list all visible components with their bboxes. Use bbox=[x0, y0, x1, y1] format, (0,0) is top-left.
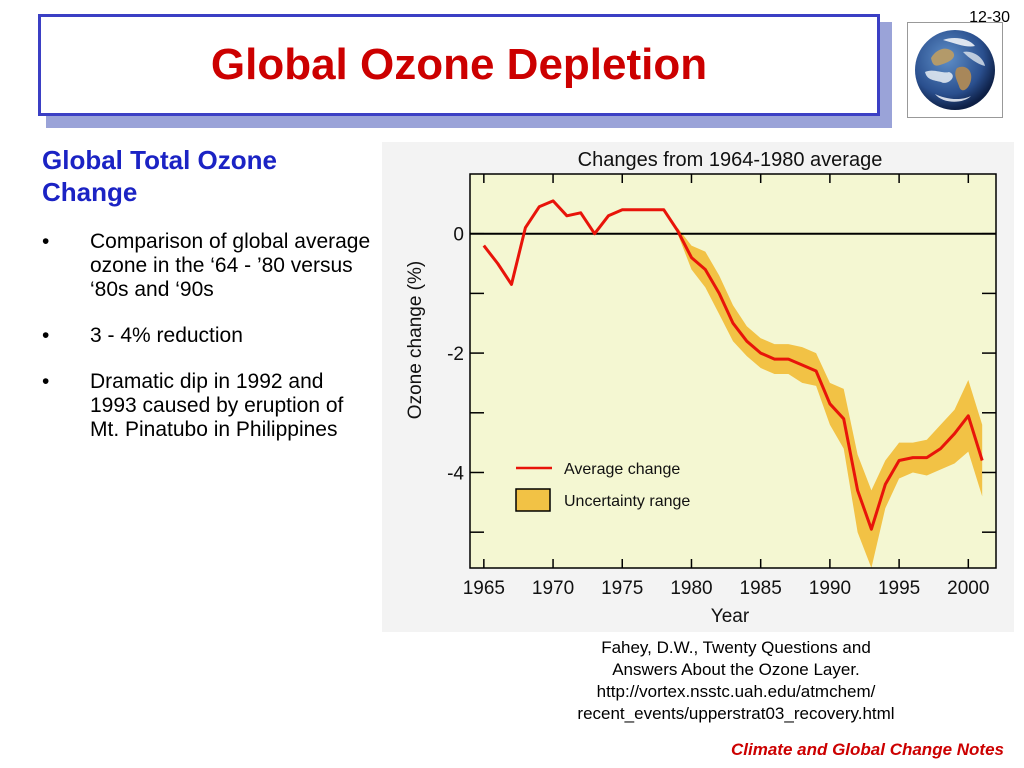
citation-line: Fahey, D.W., Twenty Questions and bbox=[601, 638, 871, 657]
slide-number: 12-30 bbox=[969, 9, 1010, 26]
legend-uncertainty-swatch bbox=[515, 488, 551, 512]
x-tick-label: 1975 bbox=[601, 578, 643, 599]
slide-title: Global Ozone Depletion bbox=[210, 40, 708, 89]
footer-text: Climate and Global Change Notes bbox=[731, 740, 1004, 759]
y-tick-label: 0 bbox=[453, 225, 464, 246]
bullet-marker: • bbox=[42, 324, 50, 347]
x-tick-label: 1965 bbox=[463, 578, 505, 599]
bullet-text: 3 - 4% reduction bbox=[90, 324, 243, 347]
x-tick-label: 1980 bbox=[670, 578, 712, 599]
legend-average-label: Average change bbox=[564, 461, 680, 478]
bullet-text: Dramatic dip in 1992 and 1993 caused by … bbox=[90, 370, 344, 441]
bullet-marker: • bbox=[42, 370, 50, 393]
chart-title: Changes from 1964-1980 average bbox=[578, 149, 883, 171]
bullet-item: • 3 - 4% reduction bbox=[42, 324, 372, 348]
bullet-text: Comparison of global average ozone in th… bbox=[90, 230, 371, 301]
citation-line: recent_events/upperstrat03_recovery.html bbox=[577, 704, 895, 723]
legend-uncertainty-label: Uncertainty range bbox=[564, 493, 690, 510]
x-tick-label: 2000 bbox=[947, 578, 989, 599]
plot-frame bbox=[469, 173, 997, 569]
bullet-item: • Dramatic dip in 1992 and 1993 caused b… bbox=[42, 370, 372, 442]
subheading: Global Total Ozone Change bbox=[42, 145, 277, 207]
citation-line: http://vortex.nsstc.uah.edu/atmchem/ bbox=[596, 682, 876, 701]
average-change-line bbox=[482, 199, 984, 531]
x-tick-label: 1990 bbox=[809, 578, 851, 599]
globe-frame bbox=[907, 22, 1003, 118]
x-tick-label: 1970 bbox=[532, 578, 574, 599]
ozone-chart: Changes from 1964-1980 average Ozone cha… bbox=[405, 149, 997, 627]
plot-area bbox=[470, 174, 996, 568]
y-axis-label: Ozone change (%) bbox=[405, 261, 426, 419]
chart-panel: Changes from 1964-1980 average Ozone cha… bbox=[382, 142, 1014, 632]
x-tick-label: 1995 bbox=[878, 578, 920, 599]
x-axis-label: Year bbox=[711, 606, 750, 627]
earth-globe-icon bbox=[915, 30, 995, 110]
citation-line: Answers About the Ozone Layer. bbox=[612, 660, 860, 679]
x-tick-label: 1985 bbox=[740, 578, 782, 599]
uncertainty-band bbox=[677, 227, 983, 568]
text-panel: Global Total Ozone Change • Comparison o… bbox=[42, 144, 372, 464]
y-tick-label: -4 bbox=[447, 463, 464, 484]
y-tick-label: -2 bbox=[447, 344, 464, 365]
citation: Fahey, D.W., Twenty Questions and Answer… bbox=[540, 637, 932, 725]
bullet-marker: • bbox=[42, 230, 50, 253]
title-box: Global Ozone Depletion bbox=[38, 14, 880, 116]
bullet-item: • Comparison of global average ozone in … bbox=[42, 230, 372, 302]
